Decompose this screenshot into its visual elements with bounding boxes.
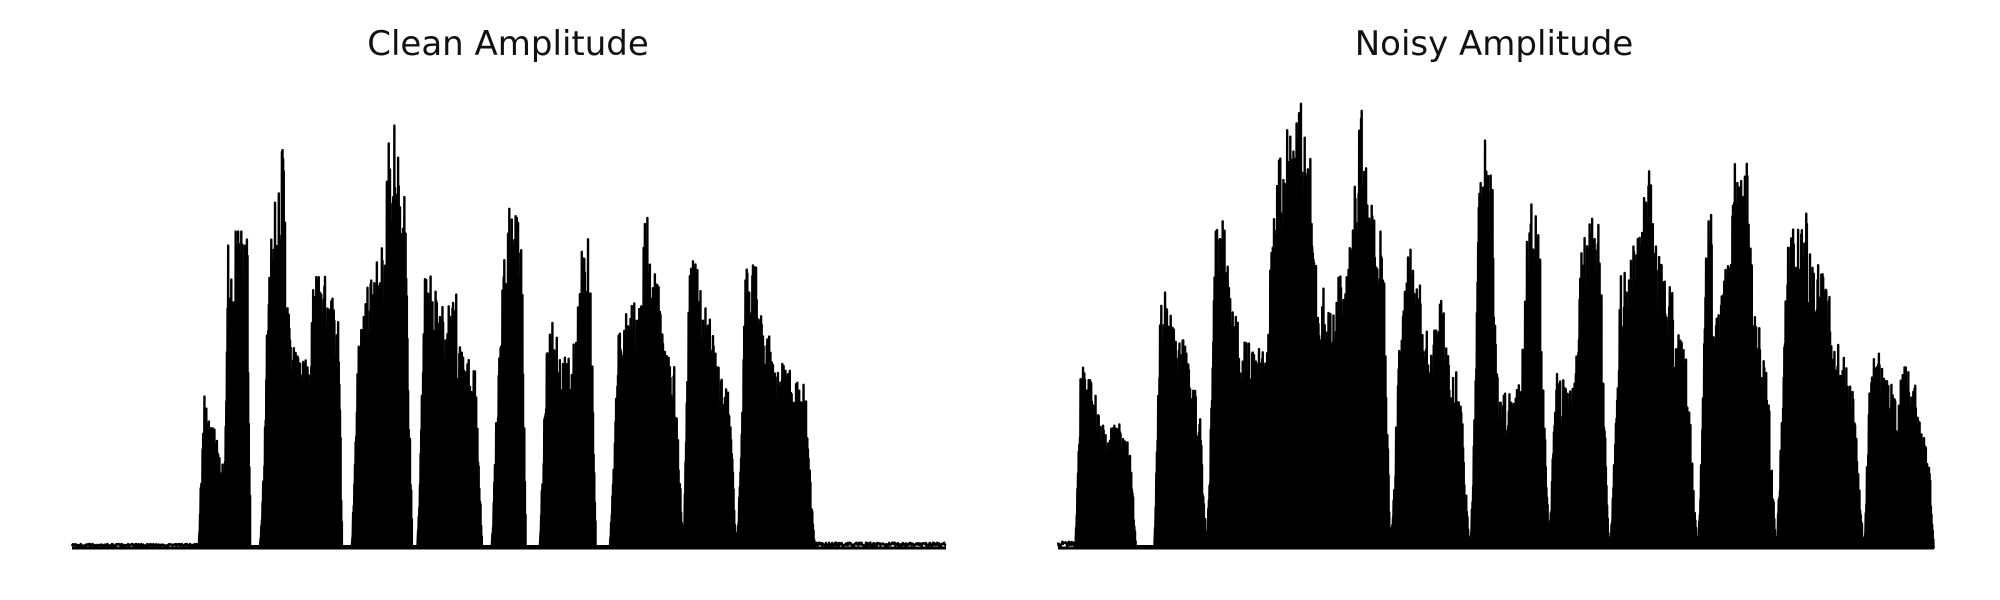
amplitude-series-fill (72, 267, 946, 548)
clean-amplitude-panel: Clean Amplitude (70, 24, 947, 550)
noisy-amplitude-plot (1056, 102, 1936, 550)
noisy-amplitude-title: Noisy Amplitude (1354, 24, 1634, 64)
amplitude-series-fill (1058, 267, 1934, 548)
clean-amplitude-title: Clean Amplitude (367, 24, 649, 64)
clean-amplitude-plot (70, 124, 947, 550)
noisy-amplitude-panel: Noisy Amplitude (1000, 0, 2000, 600)
